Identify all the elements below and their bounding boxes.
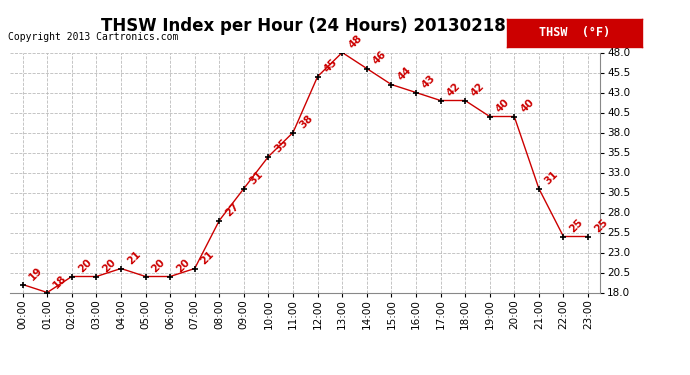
Text: 31: 31 [248,169,266,186]
Text: 21: 21 [125,249,142,266]
Text: 20: 20 [76,257,93,274]
Text: 38: 38 [297,113,315,130]
Text: 42: 42 [469,81,486,98]
Text: 21: 21 [199,249,216,266]
Text: 44: 44 [395,65,413,82]
Text: 20: 20 [101,257,118,274]
Text: 31: 31 [543,169,560,186]
Text: 25: 25 [592,217,609,234]
Text: 19: 19 [27,265,44,282]
Text: 35: 35 [273,137,290,154]
Text: Copyright 2013 Cartronics.com: Copyright 2013 Cartronics.com [8,32,179,42]
Text: 48: 48 [346,33,364,50]
Text: 42: 42 [444,81,462,98]
Text: 20: 20 [175,257,192,274]
Text: 27: 27 [224,201,241,218]
Text: 18: 18 [51,273,69,290]
Text: THSW Index per Hour (24 Hours) 20130218: THSW Index per Hour (24 Hours) 20130218 [101,17,506,35]
Text: 20: 20 [150,257,167,274]
Text: 40: 40 [518,97,536,114]
Text: 40: 40 [494,97,511,114]
Text: 45: 45 [322,57,339,74]
Text: 43: 43 [420,73,437,90]
Text: 46: 46 [371,49,388,66]
Text: THSW  (°F): THSW (°F) [539,26,610,39]
Text: 25: 25 [568,217,585,234]
